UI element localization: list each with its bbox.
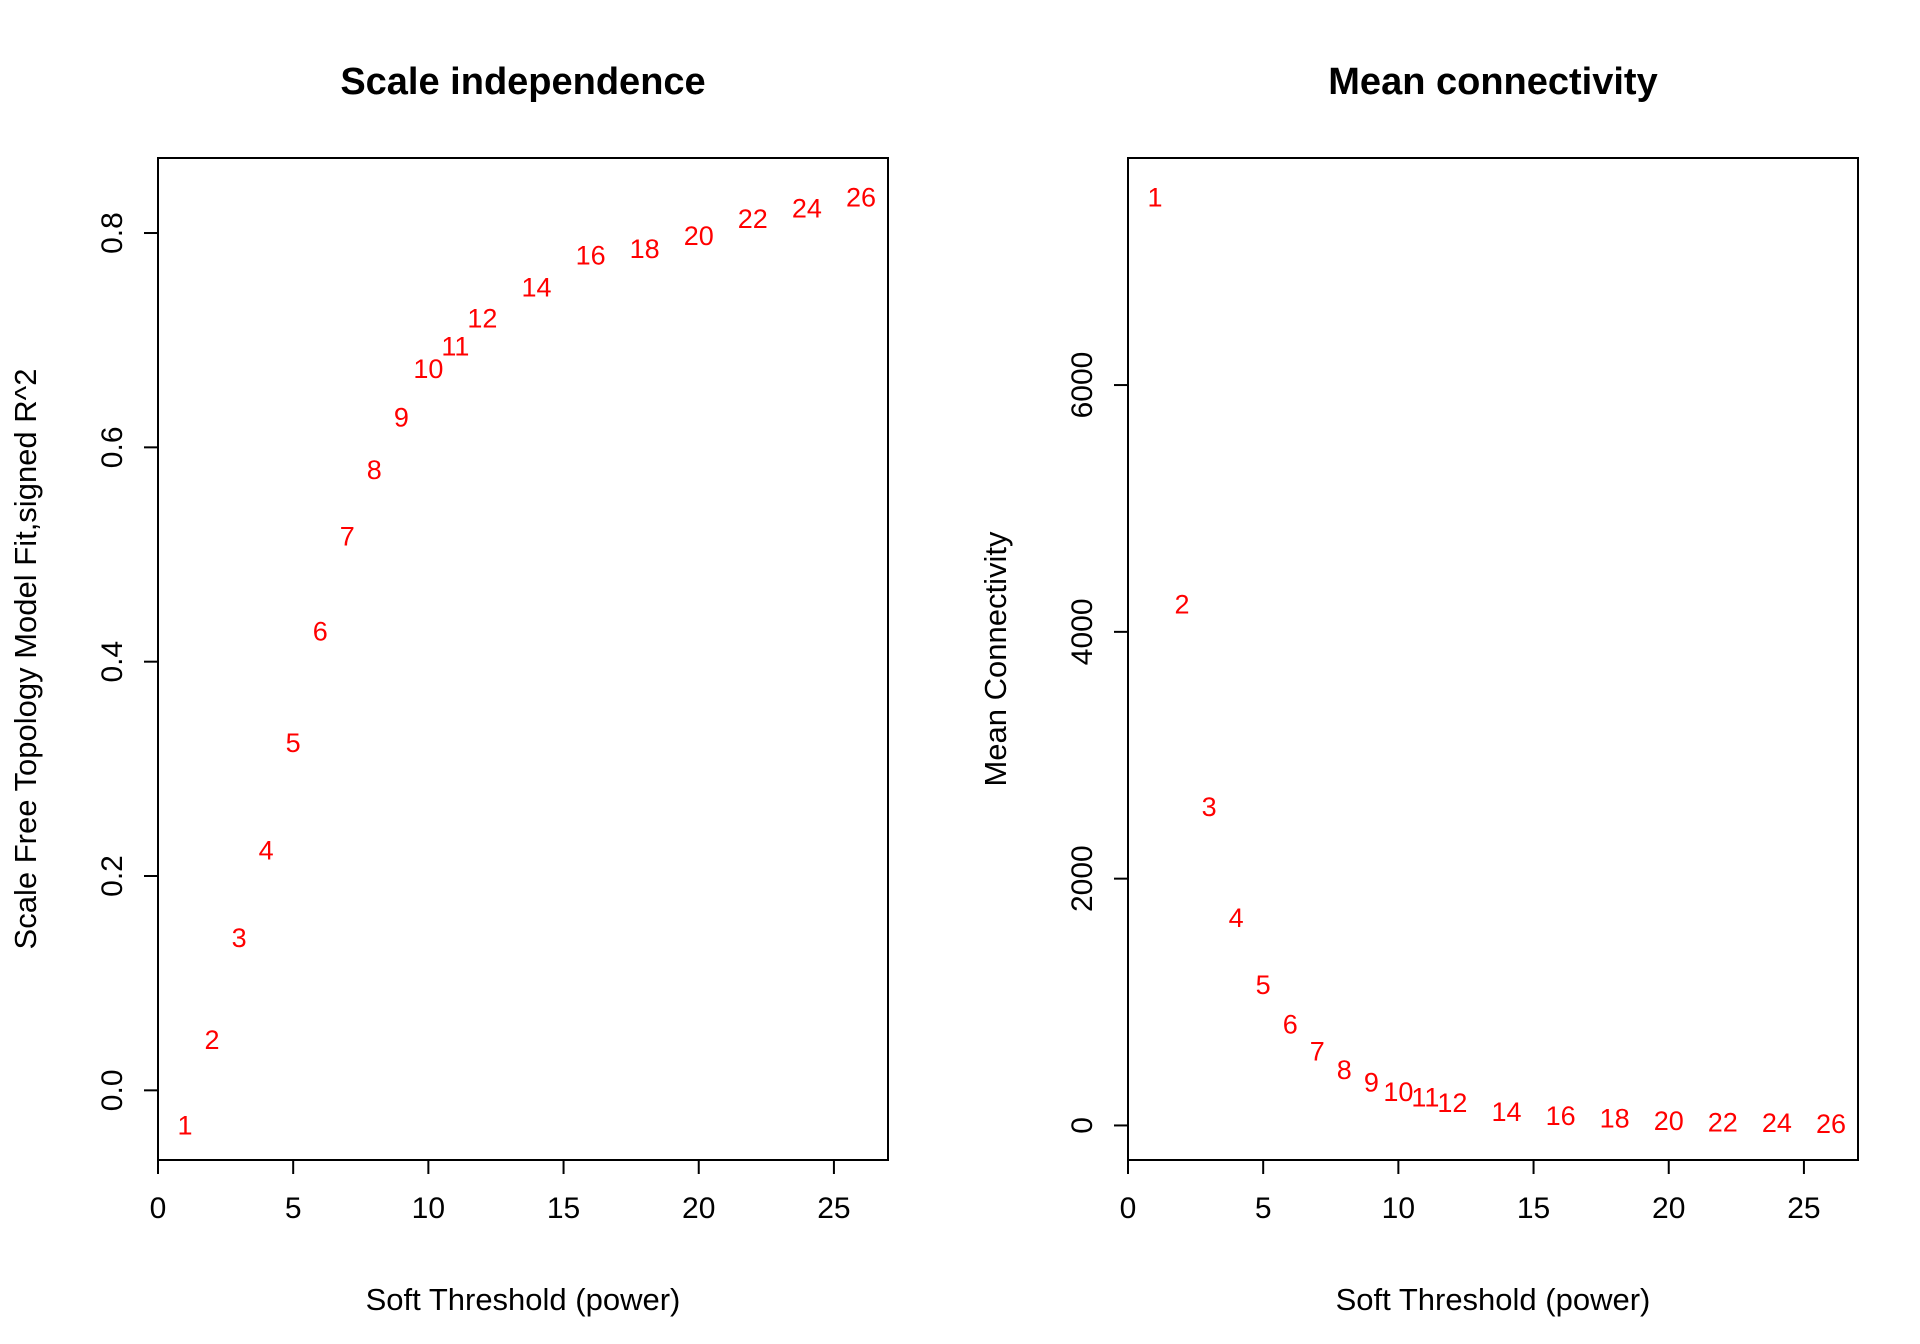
x-tick-label: 10 xyxy=(1382,1192,1415,1225)
x-tick-label: 0 xyxy=(1120,1192,1137,1225)
data-point-label: 2 xyxy=(1175,590,1190,620)
chart-title: Scale independence xyxy=(340,61,705,103)
y-tick-label: 0.6 xyxy=(96,426,129,468)
data-point-label: 8 xyxy=(367,455,382,485)
x-tick-label: 5 xyxy=(285,1192,302,1225)
data-point-label: 7 xyxy=(1310,1036,1325,1066)
data-point-label: 18 xyxy=(630,234,660,264)
x-tick-label: 0 xyxy=(150,1192,167,1225)
data-point-label: 20 xyxy=(684,221,714,251)
x-tick-label: 25 xyxy=(817,1192,850,1225)
data-point-label: 18 xyxy=(1600,1104,1630,1134)
x-tick-label: 25 xyxy=(1787,1192,1820,1225)
data-point-label: 16 xyxy=(576,241,606,271)
data-point-label: 4 xyxy=(1229,903,1244,933)
x-tick-label: 10 xyxy=(412,1192,445,1225)
data-point-label: 26 xyxy=(846,183,876,213)
data-point-label: 10 xyxy=(413,354,443,384)
data-point-label: 10 xyxy=(1383,1077,1413,1107)
data-point-label: 22 xyxy=(1708,1107,1738,1137)
y-tick-label: 0.8 xyxy=(96,212,129,254)
data-point-label: 3 xyxy=(232,923,247,953)
data-point-label: 20 xyxy=(1654,1106,1684,1136)
data-point-label: 12 xyxy=(1437,1088,1467,1118)
data-point-label: 24 xyxy=(1762,1108,1792,1138)
data-point-label: 8 xyxy=(1337,1055,1352,1085)
x-tick-label: 15 xyxy=(1517,1192,1550,1225)
x-tick-label: 20 xyxy=(1652,1192,1685,1225)
data-point-label: 26 xyxy=(1816,1109,1846,1139)
data-point-label: 5 xyxy=(286,728,301,758)
data-point-label: 9 xyxy=(1364,1067,1379,1097)
data-point-label: 16 xyxy=(1546,1101,1576,1131)
y-tick-label: 0 xyxy=(1066,1117,1099,1134)
data-point-label: 11 xyxy=(1411,1083,1439,1113)
data-point-label: 24 xyxy=(792,193,822,223)
data-point-label: 2 xyxy=(205,1025,220,1055)
data-point-label: 1 xyxy=(1148,182,1163,212)
data-point-label: 12 xyxy=(467,304,497,334)
data-point-label: 9 xyxy=(394,402,409,432)
y-tick-label: 0.0 xyxy=(96,1069,129,1111)
x-axis-label: Soft Threshold (power) xyxy=(366,1282,681,1317)
data-point-label: 6 xyxy=(313,617,328,647)
y-tick-label: 0.4 xyxy=(96,641,129,683)
plot-frame xyxy=(1127,157,1859,1161)
data-point-label: 14 xyxy=(1491,1097,1521,1127)
plot-frame xyxy=(157,157,889,1161)
chart-title: Mean connectivity xyxy=(1328,61,1657,103)
data-point-label: 4 xyxy=(259,835,274,865)
y-tick-label: 2000 xyxy=(1066,845,1099,912)
x-tick-label: 20 xyxy=(682,1192,715,1225)
y-axis-label: Scale Free Topology Model Fit,signed R^2 xyxy=(8,369,43,950)
y-tick-label: 0.2 xyxy=(96,855,129,897)
data-point-label: 5 xyxy=(1256,970,1271,1000)
data-point-label: 14 xyxy=(521,273,551,303)
data-point-label: 6 xyxy=(1283,1009,1298,1039)
data-point-label: 1 xyxy=(178,1111,193,1141)
y-tick-label: 6000 xyxy=(1066,352,1099,419)
data-point-label: 3 xyxy=(1202,792,1217,822)
y-tick-label: 4000 xyxy=(1066,598,1099,665)
x-tick-label: 15 xyxy=(547,1192,580,1225)
x-axis-label: Soft Threshold (power) xyxy=(1336,1282,1651,1317)
data-point-label: 11 xyxy=(441,332,469,362)
y-axis-label: Mean Connectivity xyxy=(978,531,1013,787)
data-point-label: 22 xyxy=(738,204,768,234)
x-tick-label: 5 xyxy=(1255,1192,1272,1225)
data-point-label: 7 xyxy=(340,521,355,551)
